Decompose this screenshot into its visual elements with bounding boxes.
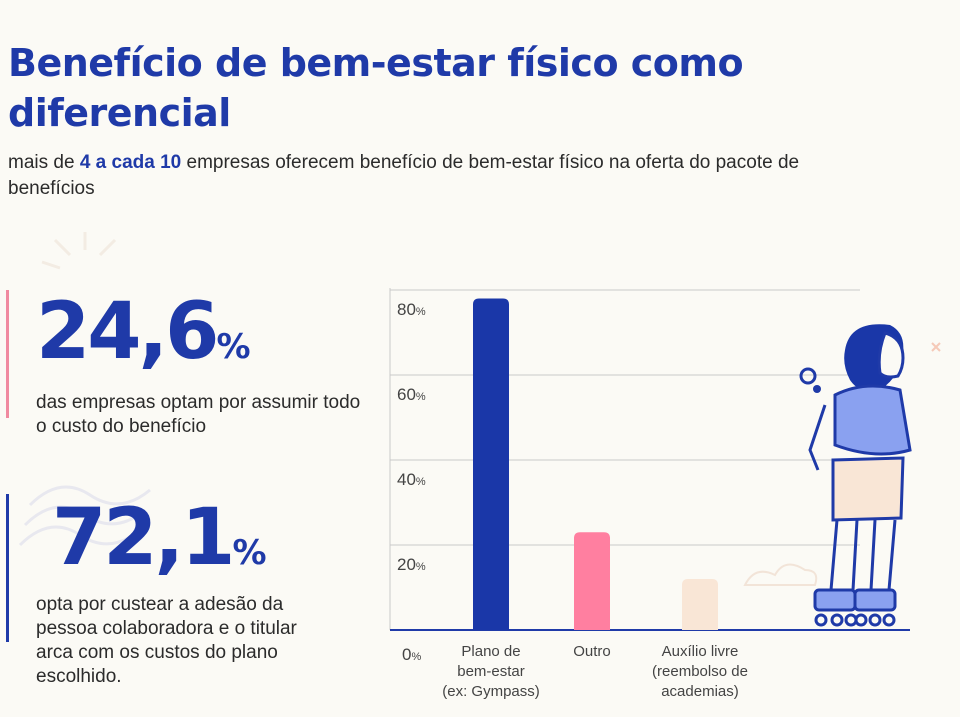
woman-on-roller-skates-illustration — [799, 324, 912, 627]
cloud-decoration — [743, 563, 818, 586]
sunburst-decoration — [41, 232, 117, 270]
subtitle-suffix: empresas oferecem benefício de bem-estar… — [8, 152, 800, 199]
stat-accent-bar-2 — [6, 494, 9, 642]
y-tick-unit: % — [416, 306, 426, 318]
y-tick-label: 0% — [402, 645, 421, 664]
bar — [574, 532, 610, 630]
sparkle-decoration — [931, 342, 941, 352]
y-tick-unit: % — [416, 476, 426, 488]
page-title: Benefício de bem-estar físico como difer… — [8, 41, 744, 135]
bar — [682, 579, 718, 630]
stat-block-1: 24,6% das empresas optam por assumir tod… — [36, 292, 366, 439]
x-category-label: Plano de — [461, 643, 520, 660]
y-tick-unit: % — [416, 561, 426, 573]
stat-accent-bar-1 — [6, 290, 9, 418]
x-category-label: academias) — [661, 683, 739, 700]
x-category-label: bem-estar — [457, 663, 525, 680]
stat-block-2: 72,1% opta por custear a adesão da pesso… — [36, 498, 336, 689]
stat-value-2: 72,1% — [52, 493, 267, 583]
stat-description-2: opta por custear a adesão da pessoa cola… — [36, 594, 297, 687]
x-category-label: (ex: Gympass) — [442, 683, 540, 700]
stat-value-1: 24,6% — [36, 287, 251, 377]
y-tick-label: 60% — [397, 385, 426, 404]
y-tick-label: 80% — [397, 300, 426, 319]
wave-decoration — [18, 485, 151, 547]
x-category-label: Outro — [573, 643, 611, 660]
subtitle-prefix: mais de — [8, 152, 80, 173]
y-tick-label: 20% — [397, 555, 426, 574]
x-category-label: (reembolso de — [652, 663, 748, 680]
stat-description-1: das empresas optam por assumir todo o cu… — [36, 392, 361, 437]
bar — [473, 298, 509, 630]
page-subtitle: mais de 4 a cada 10 empresas oferecem be… — [8, 150, 868, 202]
y-tick-unit: % — [416, 391, 426, 403]
y-tick-unit: % — [411, 651, 421, 663]
x-category-label: Auxílio livre — [662, 643, 739, 660]
subtitle-highlight: 4 a cada 10 — [79, 152, 182, 173]
y-tick-label: 40% — [397, 470, 426, 489]
